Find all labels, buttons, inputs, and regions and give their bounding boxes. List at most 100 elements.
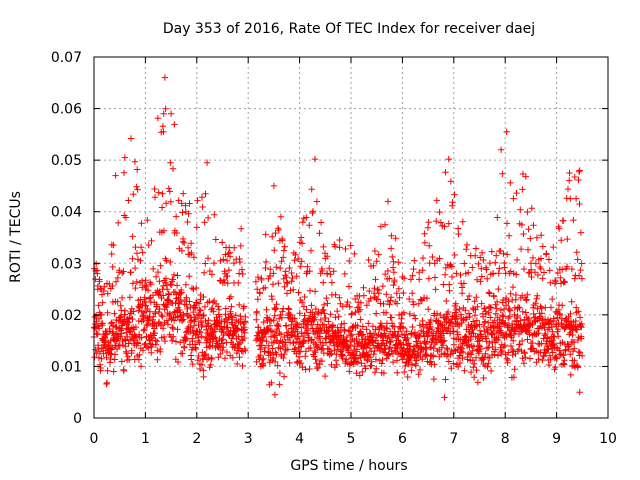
data-point bbox=[197, 307, 204, 314]
data-point bbox=[567, 195, 574, 202]
data-point bbox=[389, 358, 397, 366]
data-point bbox=[252, 278, 260, 285]
data-point bbox=[566, 177, 573, 184]
data-point bbox=[459, 218, 466, 225]
data-point bbox=[253, 316, 260, 323]
data-point bbox=[103, 354, 110, 361]
data-point bbox=[239, 362, 246, 370]
data-point bbox=[422, 350, 429, 358]
data-point bbox=[288, 278, 295, 285]
data-point bbox=[379, 282, 387, 290]
data-point bbox=[393, 357, 401, 364]
data-point bbox=[499, 170, 506, 177]
data-point bbox=[146, 295, 153, 302]
data-point bbox=[522, 309, 529, 316]
data-point bbox=[518, 221, 526, 229]
data-point bbox=[354, 322, 361, 329]
data-point bbox=[453, 270, 460, 277]
data-point bbox=[352, 309, 359, 316]
data-point bbox=[143, 322, 150, 329]
data-point bbox=[456, 305, 463, 313]
data-point bbox=[357, 328, 364, 335]
data-point bbox=[201, 219, 208, 226]
data-point bbox=[299, 219, 306, 226]
data-point bbox=[505, 232, 513, 239]
data-point bbox=[440, 281, 447, 288]
data-point bbox=[197, 329, 204, 336]
data-point bbox=[297, 263, 304, 270]
y-tick-label: 0.06 bbox=[51, 102, 82, 118]
data-point bbox=[395, 311, 403, 319]
data-point bbox=[142, 302, 150, 309]
data-point bbox=[114, 274, 121, 282]
data-point bbox=[385, 332, 392, 340]
data-point bbox=[487, 314, 494, 321]
data-point bbox=[409, 323, 416, 331]
data-point bbox=[560, 351, 567, 358]
data-point bbox=[416, 366, 424, 374]
data-point bbox=[134, 166, 141, 173]
data-point bbox=[100, 350, 107, 357]
data-point bbox=[311, 314, 318, 321]
data-point bbox=[114, 298, 121, 305]
data-point bbox=[333, 361, 340, 369]
data-point bbox=[195, 334, 202, 341]
data-point bbox=[489, 331, 496, 338]
data-point bbox=[346, 368, 353, 375]
data-point bbox=[277, 213, 285, 220]
data-point bbox=[134, 340, 142, 347]
data-point bbox=[478, 265, 485, 272]
data-point bbox=[386, 338, 394, 345]
data-point bbox=[550, 340, 558, 348]
data-point bbox=[199, 203, 206, 211]
data-point bbox=[337, 324, 344, 331]
data-point bbox=[487, 304, 494, 312]
data-point bbox=[326, 265, 333, 272]
data-point bbox=[323, 294, 330, 302]
data-point bbox=[497, 247, 504, 255]
data-point bbox=[494, 352, 502, 359]
data-point bbox=[478, 333, 485, 340]
data-point bbox=[343, 301, 350, 309]
data-point bbox=[353, 358, 360, 366]
data-point bbox=[399, 347, 406, 354]
data-point bbox=[558, 321, 565, 328]
data-point bbox=[568, 298, 575, 305]
data-point bbox=[437, 311, 444, 319]
data-point bbox=[209, 299, 217, 306]
data-point bbox=[131, 264, 139, 272]
data-point bbox=[293, 273, 300, 280]
data-point bbox=[473, 294, 480, 301]
data-point bbox=[468, 351, 475, 358]
data-point bbox=[570, 216, 577, 224]
data-point bbox=[97, 364, 104, 372]
data-point bbox=[122, 343, 129, 350]
data-point bbox=[111, 310, 118, 317]
data-point bbox=[285, 306, 293, 313]
data-point bbox=[194, 357, 202, 364]
data-point bbox=[210, 308, 217, 315]
data-point bbox=[473, 366, 480, 374]
data-point bbox=[281, 350, 288, 358]
data-point bbox=[419, 356, 426, 363]
data-point bbox=[129, 315, 136, 323]
data-point bbox=[204, 337, 211, 344]
data-point bbox=[497, 146, 505, 153]
data-point bbox=[360, 292, 368, 299]
data-point bbox=[287, 287, 294, 294]
x-tick-label: 10 bbox=[599, 431, 617, 447]
data-point bbox=[219, 346, 226, 354]
data-point bbox=[223, 348, 231, 356]
data-point bbox=[302, 366, 309, 373]
data-point bbox=[270, 182, 278, 190]
data-point bbox=[480, 374, 487, 382]
data-point bbox=[216, 313, 223, 321]
data-point bbox=[328, 279, 336, 286]
data-point bbox=[199, 321, 206, 329]
data-point bbox=[459, 349, 467, 356]
data-point bbox=[458, 345, 465, 352]
data-point bbox=[258, 276, 265, 284]
data-point bbox=[192, 345, 200, 353]
data-point bbox=[559, 302, 566, 309]
data-point bbox=[188, 356, 195, 363]
